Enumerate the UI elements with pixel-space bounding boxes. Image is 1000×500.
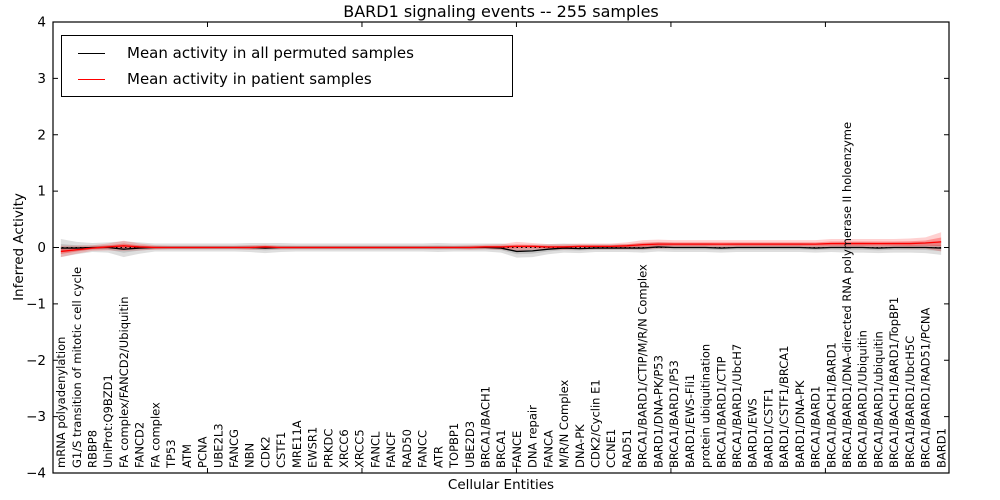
x-tick-label: BARD1/EWS-Fli1: [683, 374, 697, 468]
y-tick-label: −4: [26, 466, 46, 482]
legend-line-permuted-icon: [78, 52, 105, 54]
legend-label-patient: Mean activity in patient samples: [127, 70, 372, 88]
y-tick-label: 0: [37, 240, 46, 256]
x-tick-label: BRCA1/BARD1/CTIP: [714, 356, 728, 468]
x-tick-label: CDK2/Cyclin E1: [589, 379, 603, 468]
x-tick-label: protein ubiquitination: [699, 344, 713, 468]
chart-title: BARD1 signaling events -- 255 samples: [343, 2, 659, 21]
y-axis-label: Inferred Activity: [11, 193, 27, 301]
x-tick-label: FA complex: [148, 402, 162, 468]
x-tick-label: PRKDC: [321, 429, 335, 468]
x-tick-label: BRCA1/BARD1/P53: [667, 360, 681, 468]
x-tick-label: M/R/N Complex: [557, 379, 571, 468]
legend: Mean activity in all permuted samples Me…: [61, 35, 513, 97]
x-tick-label: BARD1/CSTF1: [761, 388, 775, 468]
y-tick-label: −2: [26, 353, 46, 369]
y-tick-label: 1: [37, 184, 46, 200]
x-tick-label: BRCA1/BARD1/UbcH7: [730, 344, 744, 468]
x-tick-label: EWSR1: [306, 427, 320, 468]
x-tick-label: BARD1/DNA-PK/P53: [651, 355, 665, 468]
x-tick-label: NBN: [243, 443, 257, 468]
patient-mean-line: [60, 241, 942, 253]
x-tick-label: DNA-PK: [573, 424, 587, 468]
x-tick-label: FANCA: [541, 430, 555, 468]
y-tick-label: 3: [37, 71, 46, 87]
x-tick-label: TP53: [164, 439, 178, 469]
legend-item-patient: Mean activity in patient samples: [78, 70, 512, 88]
x-tick-label: TOPBP1: [447, 423, 461, 469]
x-tick-label: RAD51: [620, 429, 634, 468]
x-tick-label: BRCA1/BARD1/RAD51/PCNA: [919, 307, 933, 468]
y-tick-label: 4: [37, 15, 46, 31]
x-tick-label: FANCL: [368, 431, 382, 468]
patient-band-outer: [60, 232, 942, 258]
x-tick-label: ATR: [431, 446, 445, 468]
x-tick-label: BARD1/EWS: [746, 398, 760, 468]
x-tick-label: BRCA1/BARD1/UbcH5C: [903, 336, 917, 468]
axes-frame: [52, 21, 950, 474]
x-tick-label: FA complex/FANCD2/Ubiquitin: [117, 297, 131, 468]
x-tick-label: UniProt:Q9BZD1: [101, 374, 115, 468]
x-tick-label: FANCD2: [133, 422, 147, 468]
x-tick-label: MRE11A: [290, 420, 304, 468]
x-tick-label: BRCA1/BARD1/DNA-directed RNA polymerase …: [840, 122, 854, 468]
x-tick-label: BRCA1/BARD1/ubiquitin: [871, 331, 885, 468]
x-axis-label: Cellular Entities: [447, 477, 555, 493]
x-tick-label: ATM: [180, 444, 194, 468]
x-tick-label: PCNA: [196, 436, 210, 468]
x-tick-label: CDK2: [258, 436, 272, 468]
x-tick-label: CCNE1: [604, 429, 618, 468]
legend-item-permuted: Mean activity in all permuted samples: [78, 44, 512, 62]
x-tick-label: BRCA1/BARD1/Ubiquitin: [856, 330, 870, 468]
legend-label-permuted: Mean activity in all permuted samples: [127, 44, 414, 62]
x-tick-label: DNA repair: [526, 405, 540, 468]
y-tick-label: −1: [26, 296, 46, 312]
x-tick-label: BRCA1: [494, 429, 508, 468]
x-tick-label: BARD1: [934, 428, 948, 468]
x-tick-label: RBBP8: [85, 430, 99, 468]
x-tick-label: XRCC6: [337, 429, 351, 468]
x-tick-label: FANCC: [416, 430, 430, 468]
x-tick-label: FANCE: [510, 431, 524, 468]
x-tick-label: BRCA1/BACH1: [478, 386, 492, 468]
x-tick-label: BRCA1/BACH1/BARD1/TopBP1: [887, 297, 901, 468]
y-tick-label: −3: [26, 409, 46, 425]
x-tick-label: UBE2L3: [211, 423, 225, 468]
x-tick-label: G1/S transition of mitotic cell cycle: [70, 267, 84, 468]
patient-band-inner: [60, 237, 942, 254]
x-tick-label: BRCA1/BARD1/CTIP/M/R/N Complex: [636, 264, 650, 468]
x-tick-label: FANCG: [227, 429, 241, 468]
permuted-band-inner: [60, 244, 942, 255]
legend-line-patient-icon: [78, 78, 105, 80]
x-tick-label: BARD1/CSTF1/BRCA1: [777, 346, 791, 468]
x-tick-label: BRCA1/BARD1: [809, 386, 823, 468]
x-tick-label: FANCF: [384, 431, 398, 468]
x-tick-label: XRCC5: [353, 429, 367, 468]
x-tick-label: CSTF1: [274, 432, 288, 468]
x-tick-label: UBE2D3: [463, 421, 477, 468]
x-tick-label: BARD1/DNA-PK: [793, 380, 807, 468]
x-tick-label: BRCA1/BACH1/BARD1: [824, 342, 838, 468]
x-tick-label: RAD50: [400, 429, 414, 468]
x-tick-label: mRNA polyadenylation: [54, 337, 68, 468]
y-tick-label: 2: [37, 127, 46, 143]
